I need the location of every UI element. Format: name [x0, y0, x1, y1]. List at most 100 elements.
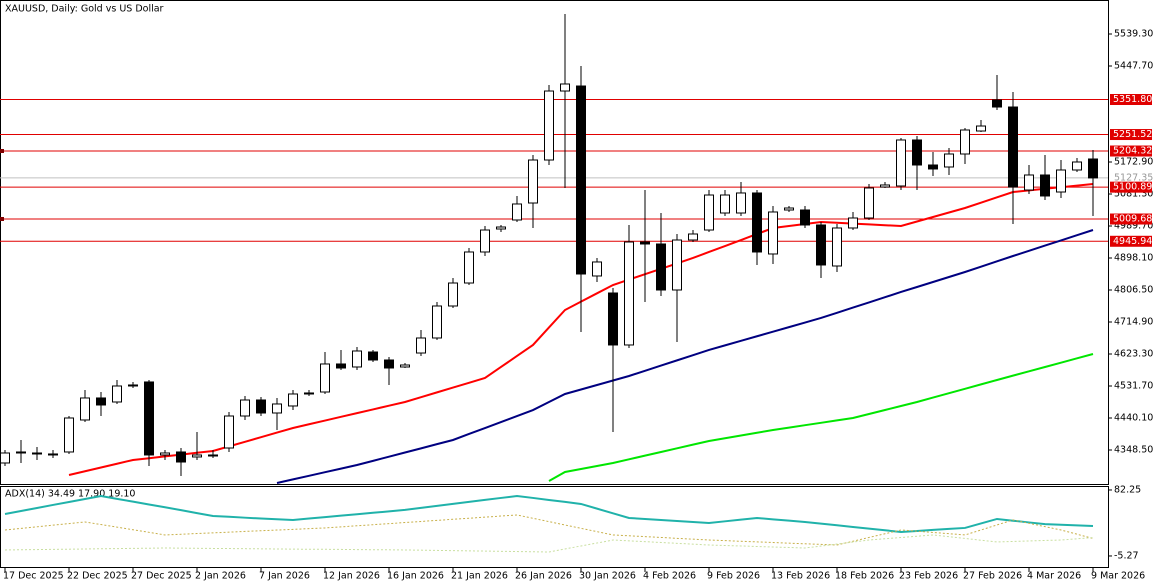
candle-body [336, 363, 346, 369]
candle-body [672, 239, 682, 291]
candle-body [656, 243, 666, 291]
candle-body [224, 415, 234, 449]
level-marker [0, 149, 4, 153]
level-label: 5351.80 [1113, 94, 1152, 105]
candle-body [288, 393, 298, 407]
y-tick-label: 4714.90 [1114, 316, 1153, 327]
x-tick-label: 23 Feb 2026 [899, 571, 958, 582]
y-tick-label: 4898.10 [1114, 252, 1153, 263]
indicator-title: ADX(14) 34.49 17.90 19.10 [5, 489, 135, 500]
candle-body [896, 139, 906, 187]
candle-body [608, 292, 618, 346]
candle-body [944, 153, 954, 168]
candle-body [560, 83, 570, 92]
candle-body [416, 337, 426, 354]
line [276, 229, 1094, 484]
candle-body [64, 417, 74, 453]
y-tick-label: 4989.70 [1114, 220, 1153, 231]
candle-body [512, 203, 522, 221]
candle-body [848, 217, 858, 229]
x-tick-label: 27 Dec 2025 [131, 571, 192, 582]
candle-body [992, 99, 1002, 108]
candle-body [272, 403, 282, 414]
x-tick-label: 7 Jan 2026 [259, 571, 310, 582]
candle-body [352, 350, 362, 368]
x-tick-label: 9 Mar 2026 [1091, 571, 1145, 582]
x-tick-label: 18 Feb 2026 [835, 571, 894, 582]
x-tick-label: 27 Feb 2026 [963, 571, 1022, 582]
candle-body [736, 192, 746, 214]
candle-body [976, 125, 986, 132]
candle-body [176, 451, 186, 463]
candle-body [912, 139, 922, 166]
candle-body [0, 452, 10, 464]
line [4, 534, 1094, 553]
y-tick-label: 5172.90 [1114, 156, 1153, 167]
y-tick-label: 4623.30 [1114, 348, 1153, 359]
candle-body [1072, 161, 1082, 171]
candle-body [1088, 158, 1098, 179]
candle-body [144, 381, 154, 456]
level-tag [1110, 93, 1152, 105]
candle-body [784, 207, 794, 211]
adx-panel [0, 486, 1109, 568]
candle-body [496, 226, 506, 230]
candle-body [880, 184, 890, 188]
x-tick-label: 4 Feb 2026 [643, 571, 696, 582]
candle-body [624, 241, 634, 346]
candle-body [1056, 169, 1066, 193]
x-tick-label: 21 Jan 2026 [451, 571, 508, 582]
candle-body [32, 452, 42, 455]
level-tag [1110, 145, 1152, 157]
candle-body [544, 90, 554, 161]
candle-body [432, 305, 442, 339]
candle-body [48, 453, 58, 456]
candle-body [304, 392, 314, 395]
chart-title: XAUUSD, Daily: Gold vs US Dollar [5, 4, 164, 15]
x-tick-label: 26 Jan 2026 [515, 571, 572, 582]
x-tick-label: 12 Jan 2026 [323, 571, 380, 582]
x-tick-label: 22 Dec 2025 [67, 571, 128, 582]
candle-body [16, 451, 26, 454]
candle-body [464, 251, 474, 284]
candle-body [864, 187, 874, 219]
candle-body [320, 363, 330, 393]
current-price-box [1109, 172, 1151, 184]
candle-body [576, 85, 586, 275]
x-tick-label: 13 Feb 2026 [771, 571, 830, 582]
candle-body [400, 364, 410, 368]
candle-body [256, 399, 266, 414]
level-tag [1110, 181, 1152, 193]
x-tick-label: 17 Dec 2025 [3, 571, 64, 582]
candle-body [240, 399, 250, 417]
y-tick-label: 4348.50 [1114, 444, 1153, 455]
candle-body [960, 129, 970, 155]
candle-body [688, 233, 698, 241]
y-tick-label: 4440.10 [1114, 412, 1153, 423]
x-tick-label: 9 Feb 2026 [707, 571, 760, 582]
level-label: 5100.89 [1113, 182, 1152, 193]
level-label: 5204.32 [1113, 146, 1152, 157]
y-tick-label: 4806.50 [1114, 284, 1153, 295]
y-tick-label: 82.25 [1114, 484, 1141, 495]
level-tag [1110, 213, 1152, 225]
candle-body [704, 194, 714, 231]
y-tick-label: 5081.30 [1114, 188, 1153, 199]
x-tick-label: 30 Jan 2026 [579, 571, 636, 582]
level-marker [0, 217, 4, 221]
y-tick-label: 5539.30 [1114, 28, 1153, 39]
candle-body [592, 261, 602, 277]
candle-body [96, 397, 106, 406]
candle-body [800, 209, 810, 226]
level-label: 5251.52 [1113, 129, 1152, 140]
candle-body [448, 282, 458, 307]
line [548, 353, 1094, 482]
x-tick-label: 16 Jan 2026 [387, 571, 444, 582]
x-tick-label: 2 Jan 2026 [195, 571, 246, 582]
candle-body [928, 164, 938, 170]
candle-body [752, 192, 762, 253]
candle-body [128, 384, 138, 387]
candle-body [384, 359, 394, 369]
level-label: 5009.68 [1113, 214, 1152, 225]
x-tick-label: 4 Mar 2026 [1027, 571, 1081, 582]
